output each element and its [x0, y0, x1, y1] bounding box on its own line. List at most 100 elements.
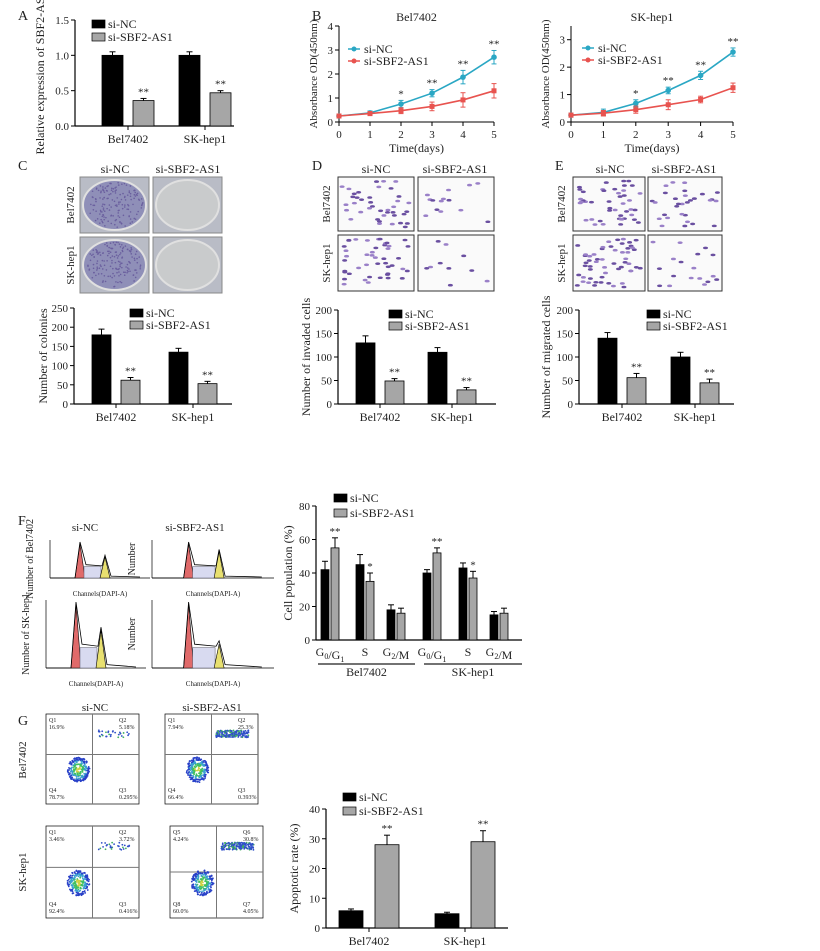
x-tick-label: 4 [460, 129, 466, 141]
colony [112, 188, 115, 190]
event-dot [193, 762, 195, 765]
event-dot [215, 736, 218, 739]
x-tick-label: 3 [665, 129, 671, 141]
row-label-skhep1: SK-hep1 [321, 243, 333, 282]
x-tick-label: 2 [633, 129, 639, 141]
event-dot [79, 771, 82, 774]
stained-cell [346, 272, 352, 276]
significance-mark: ** [202, 369, 213, 381]
event-dot [218, 730, 221, 733]
g2-m-peak [95, 630, 107, 669]
stained-cell [396, 256, 402, 260]
colony [99, 185, 102, 187]
colony [133, 259, 136, 261]
event-dot [104, 842, 107, 844]
stained-cell [672, 197, 678, 201]
event-dot [85, 761, 88, 764]
stained-cell [587, 277, 593, 280]
colony [114, 190, 117, 192]
legend-label: si-SBF2-AS1 [108, 30, 173, 44]
colony [136, 261, 139, 264]
event-dot [97, 729, 100, 732]
event-dot [126, 731, 129, 734]
stained-cell [395, 199, 401, 203]
colony-image-bel7402-si-sbf2-as1 [152, 176, 223, 234]
stained-cell [381, 179, 387, 183]
stained-cell [343, 203, 349, 207]
colony [141, 202, 144, 204]
colony [104, 280, 107, 283]
colony [102, 186, 104, 188]
event-dot [83, 760, 86, 763]
bar-si-nc-0 [355, 342, 376, 405]
row-label-skhep1: SK-hep1 [556, 243, 568, 282]
event-dot [76, 890, 79, 893]
colony [100, 265, 102, 268]
colony [113, 223, 116, 226]
colony [118, 271, 120, 273]
colony [100, 218, 102, 221]
colony [112, 272, 114, 275]
event-dot [220, 735, 223, 738]
panel-label-d: D [312, 159, 322, 174]
x-axis-label: Channels(DAPI-A) [69, 680, 124, 688]
colony [115, 281, 117, 283]
quadrant-label: Q3 [238, 788, 245, 794]
bar-si-nc-0 [597, 337, 618, 405]
stained-cell [606, 240, 612, 243]
stained-cell [675, 202, 681, 206]
stained-cell [367, 196, 373, 199]
event-dot [239, 845, 242, 848]
colony [114, 261, 117, 264]
event-dot [200, 878, 203, 880]
stained-cell [375, 218, 381, 221]
colony [114, 243, 116, 246]
event-dot [205, 769, 208, 771]
event-dot [86, 889, 89, 891]
colony [102, 280, 104, 282]
colony [117, 281, 119, 284]
event-dot [82, 881, 85, 884]
stained-cell [374, 180, 380, 183]
event-dot [79, 777, 82, 780]
stained-cell [438, 199, 444, 203]
colony [121, 249, 124, 252]
event-dot [224, 730, 226, 733]
line-si-sbf2-as1 [570, 86, 734, 116]
stained-cell [391, 214, 397, 217]
event-dot [208, 890, 211, 892]
stained-cell [682, 194, 688, 197]
event-dot [199, 884, 202, 887]
stained-cell [383, 261, 389, 265]
event-dot [76, 884, 79, 887]
stained-cell [699, 192, 705, 196]
event-dot [204, 777, 206, 780]
stained-cell [623, 257, 629, 261]
event-dot [209, 888, 211, 891]
event-dot [210, 883, 213, 886]
event-dot [69, 761, 72, 763]
colony [93, 256, 95, 258]
x-axis-label: Time(days) [625, 141, 680, 155]
event-dot [74, 888, 77, 891]
quadrant-percentage: 0.393% [238, 795, 257, 801]
bar-si-nc-1 [434, 913, 460, 929]
event-dot [71, 890, 74, 893]
colony [102, 214, 105, 216]
event-dot [229, 848, 231, 850]
event-dot [216, 734, 219, 737]
apoptosis-scatter-skhep1-si-sbf2-as1 [169, 825, 264, 919]
colony [116, 226, 119, 228]
y-tick-label: 3 [560, 35, 566, 47]
event-dot [247, 731, 250, 734]
event-dot [71, 892, 74, 895]
colony [111, 262, 113, 264]
colony [117, 215, 120, 217]
event-dot [195, 778, 198, 781]
colony [109, 256, 112, 259]
event-dot [200, 760, 203, 763]
legend-label: si-SBF2-AS1 [663, 319, 728, 333]
y-axis-label: Number [127, 617, 138, 650]
stained-cell [679, 212, 685, 216]
